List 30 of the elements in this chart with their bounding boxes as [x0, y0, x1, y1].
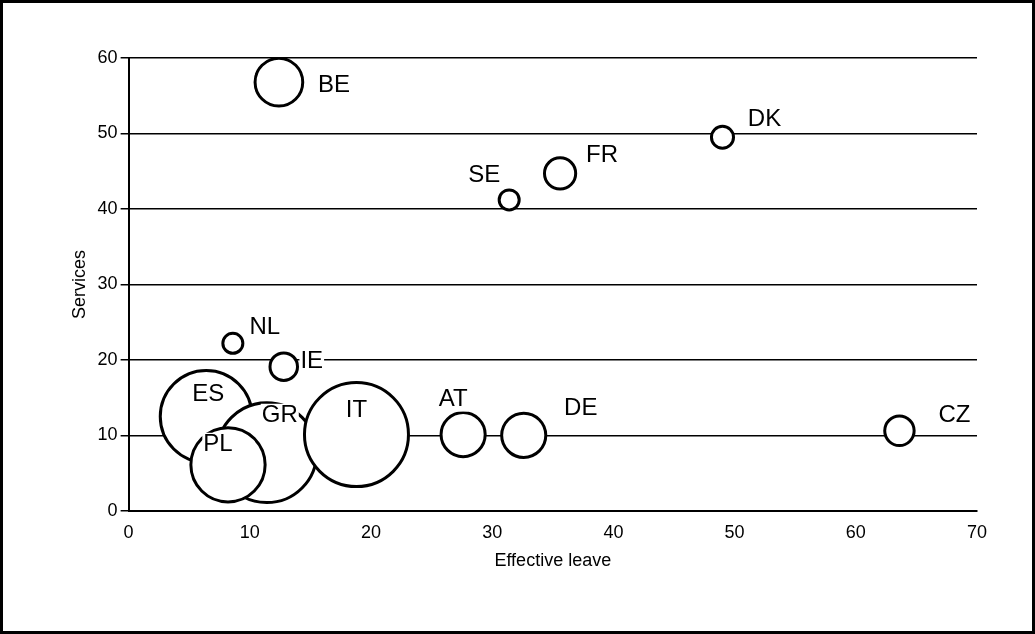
- y-tick-label: 20: [97, 348, 118, 369]
- x-tick-label: 10: [239, 521, 260, 542]
- x-tick-label: 60: [845, 521, 866, 542]
- y-tick-label: 0: [107, 499, 118, 520]
- y-tick-label: 50: [97, 122, 118, 143]
- series-label: FR: [586, 140, 619, 168]
- series-label: BE: [317, 69, 350, 97]
- series-label: GR: [261, 400, 298, 428]
- series-label: PL: [203, 429, 233, 457]
- x-tick-label: 50: [724, 521, 745, 542]
- y-axis-title: Services: [68, 249, 89, 319]
- series-label: CZ: [938, 400, 971, 428]
- x-tick-label: 40: [603, 521, 624, 542]
- series-label: DK: [747, 103, 782, 131]
- series-label: DE: [564, 392, 598, 420]
- series-label: IT: [345, 395, 368, 423]
- series-label: SE: [468, 159, 501, 187]
- x-tick-label: 70: [966, 521, 988, 542]
- y-tick-label: 10: [97, 424, 118, 445]
- x-tick-label: 20: [361, 521, 382, 542]
- series-label: AT: [438, 384, 468, 412]
- y-tick-label: 30: [97, 273, 118, 294]
- series-label: IE: [300, 346, 324, 374]
- series-label: NL: [249, 311, 281, 339]
- series-label: ES: [192, 379, 225, 407]
- y-tick-label: 60: [97, 46, 118, 67]
- y-tick-label: 40: [97, 197, 118, 218]
- x-tick-label: 30: [482, 521, 503, 542]
- x-tick-label: 0: [123, 521, 134, 542]
- x-axis-title: Effective leave: [494, 550, 612, 571]
